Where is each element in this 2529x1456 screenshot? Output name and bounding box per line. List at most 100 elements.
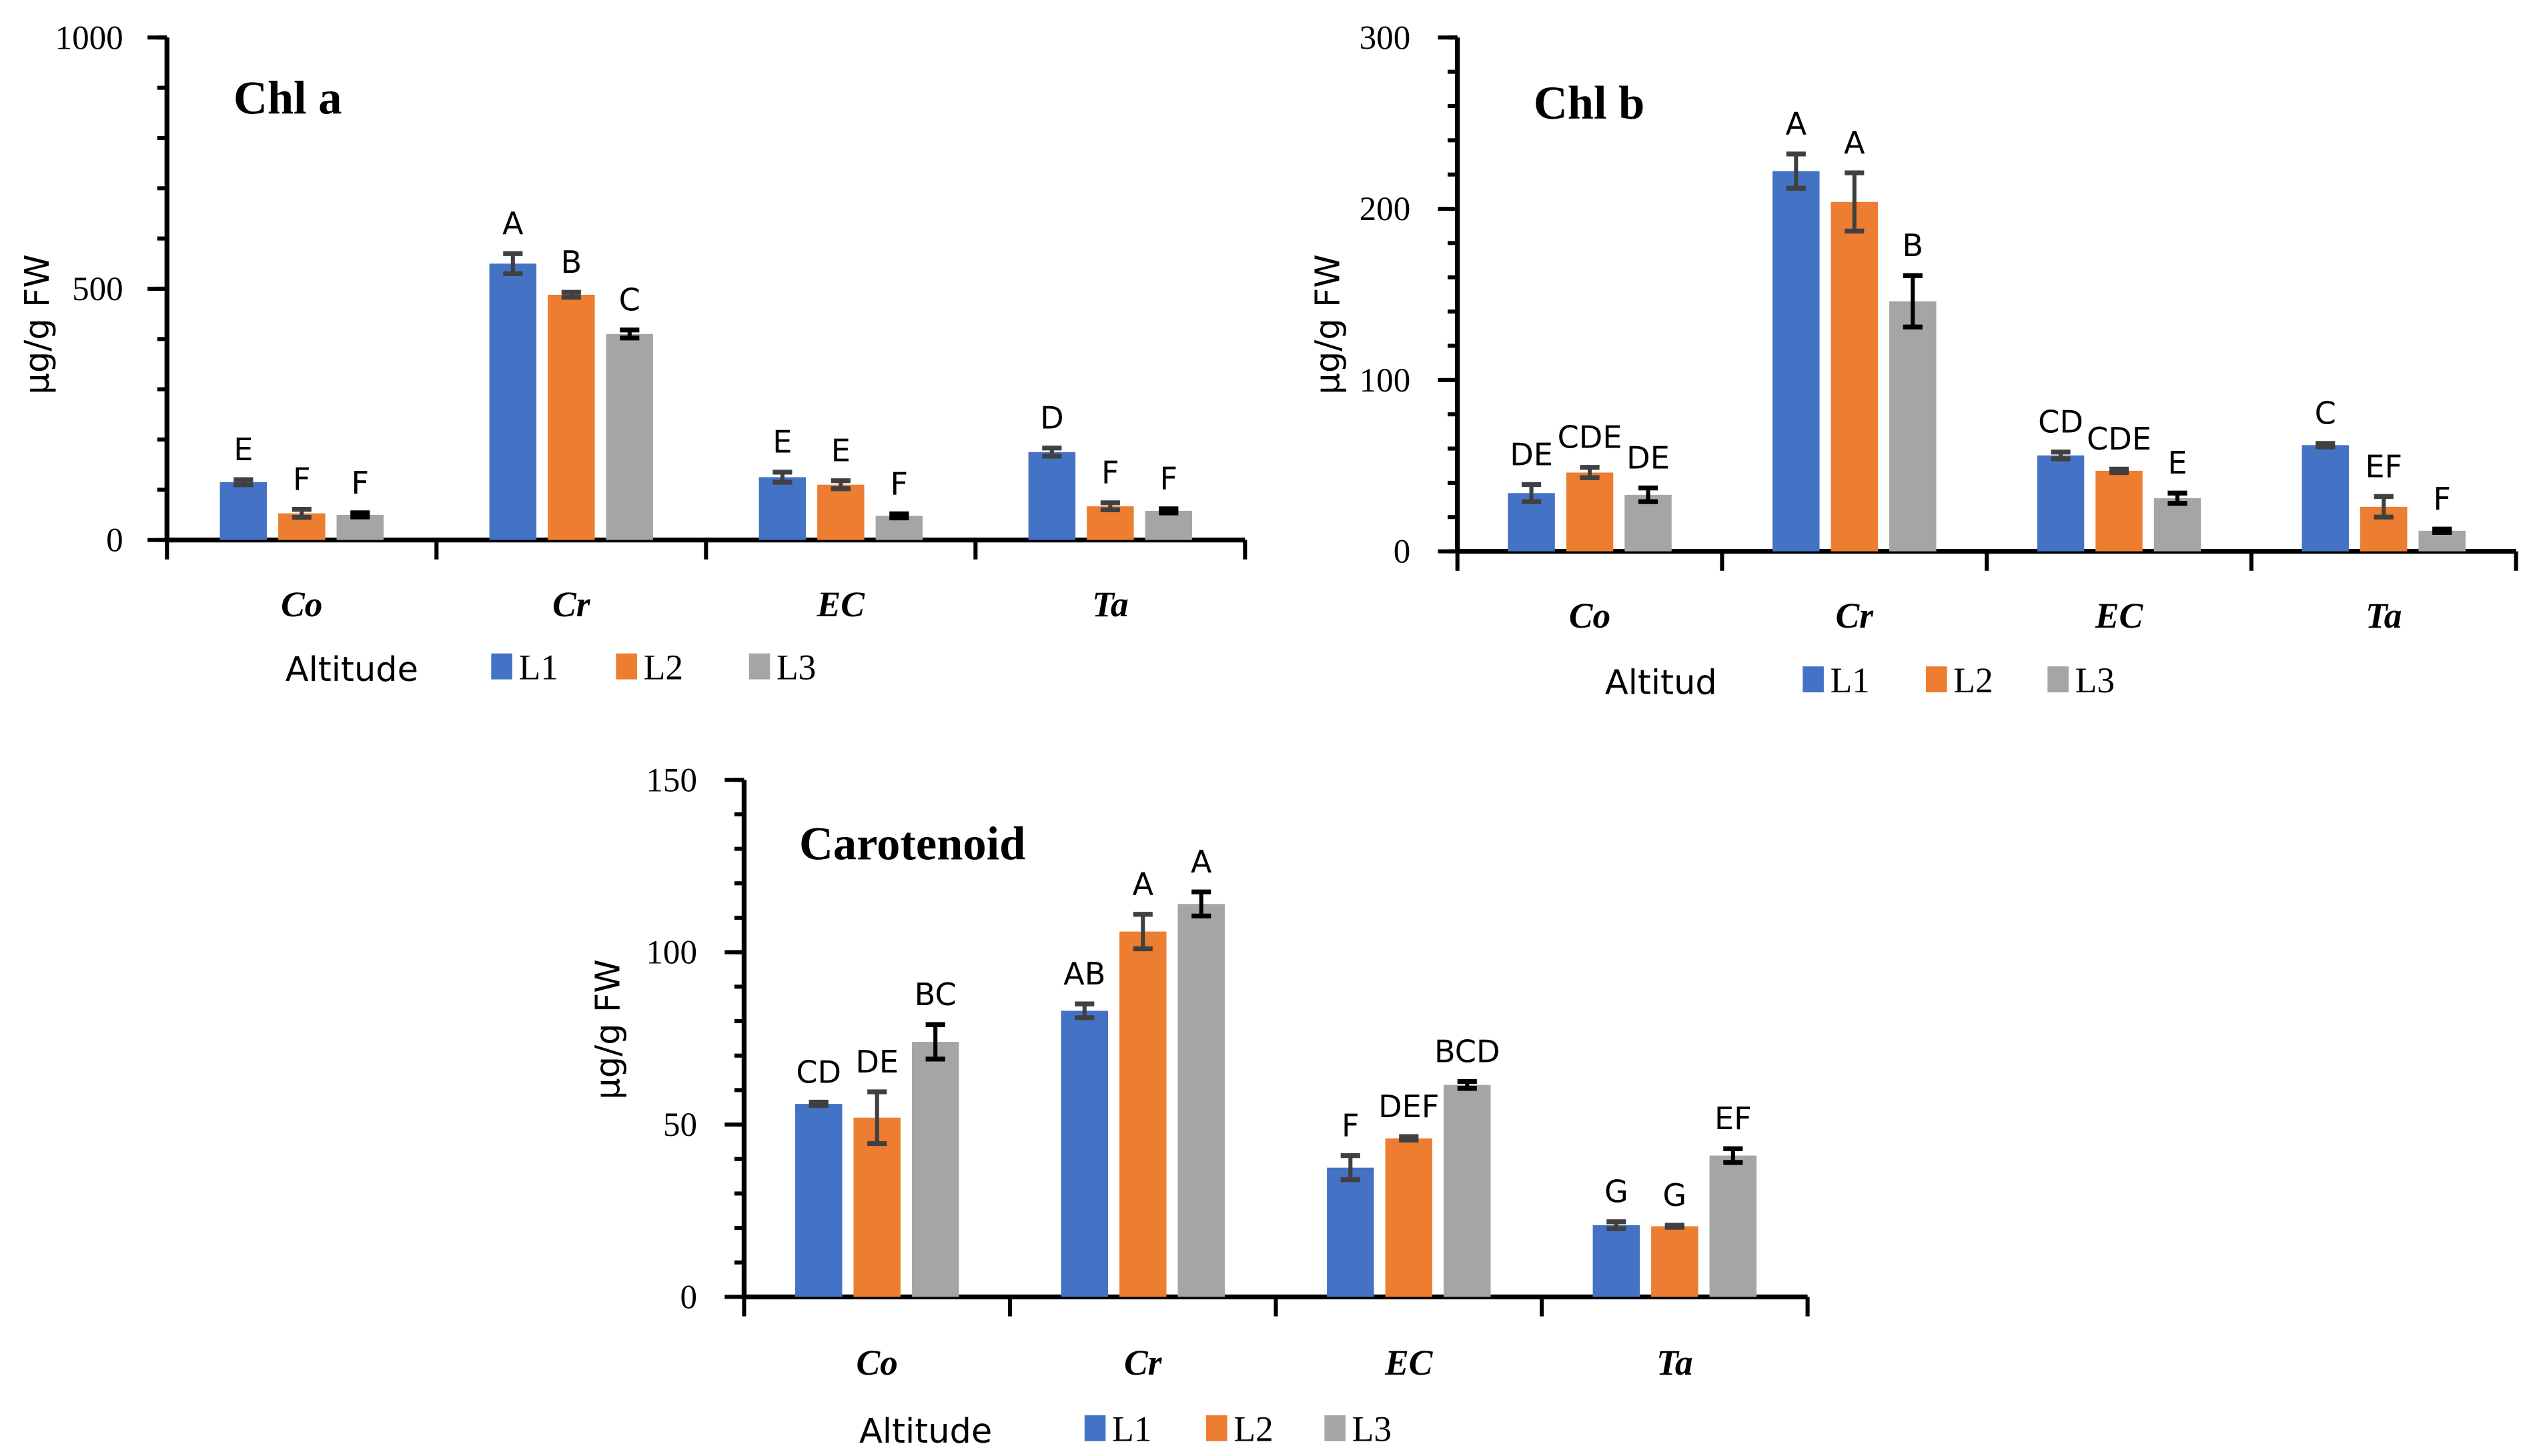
- bar-l1: [2302, 445, 2349, 552]
- significance-label: DE: [855, 1044, 899, 1080]
- significance-label: F: [352, 465, 370, 501]
- x-tick-label: EC: [2095, 596, 2144, 636]
- legend-label: L3: [1352, 1409, 1392, 1449]
- x-tick-label: Ta: [2366, 596, 2402, 636]
- bar-l2: [548, 294, 595, 540]
- bar-l1: [489, 263, 537, 540]
- significance-label: C: [619, 282, 640, 318]
- x-tick-label: Cr: [552, 584, 591, 624]
- y-tick-label: 100: [1360, 362, 1411, 400]
- significance-label: CD: [2038, 404, 2083, 440]
- bar-l2: [1119, 931, 1167, 1297]
- legend-swatch-l1: [491, 653, 512, 680]
- significance-label: G: [1662, 1177, 1686, 1213]
- bar-l1: [2037, 455, 2085, 552]
- legend-label: L1: [519, 648, 558, 688]
- bar-l1: [1327, 1167, 1374, 1297]
- legend-swatch-l2: [1925, 666, 1947, 693]
- y-tick-label: 0: [680, 1279, 697, 1316]
- y-tick-label: 500: [72, 271, 123, 308]
- significance-label: E: [2167, 445, 2187, 481]
- significance-label: F: [1101, 455, 1119, 491]
- legend-title: Altitude: [859, 1412, 992, 1451]
- legend-swatch-l3: [1324, 1415, 1346, 1441]
- chart-carotenoid: Carotenoid µg/g FW 0 50 100 150 Co CD DE BC Cr AB A A…: [588, 762, 1810, 1451]
- y-axis-label: µg/g FW: [588, 959, 628, 1099]
- bar-l3: [1444, 1084, 1491, 1297]
- significance-label: E: [831, 433, 851, 469]
- chart-title: Chl b: [1534, 77, 1644, 129]
- y-tick-label: 100: [646, 934, 697, 972]
- significance-label: DE: [1626, 440, 1670, 476]
- significance-label: A: [1132, 866, 1153, 902]
- legend-title: Altitude: [286, 650, 418, 690]
- bar-l1: [1028, 452, 1076, 540]
- bar-l1: [1061, 1010, 1108, 1297]
- legend-title: Altitud: [1605, 663, 1717, 702]
- x-tick-label: Co: [281, 584, 322, 624]
- x-tick-label: Ta: [1656, 1343, 1692, 1383]
- legend-swatch-l3: [2047, 666, 2069, 693]
- bar-l1: [795, 1104, 843, 1297]
- legend-swatch-l3: [748, 653, 771, 680]
- significance-label: A: [1844, 125, 1865, 161]
- bar-l2: [1831, 201, 1878, 552]
- x-tick-label: Co: [857, 1343, 898, 1383]
- significance-label: BC: [915, 976, 957, 1012]
- significance-label: F: [891, 466, 909, 502]
- y-tick-label: 300: [1360, 19, 1411, 57]
- legend-label: L3: [777, 648, 816, 688]
- significance-label: F: [1160, 461, 1178, 497]
- significance-label: G: [1604, 1174, 1628, 1210]
- y-axis-label: µg/g FW: [1308, 254, 1348, 394]
- significance-label: D: [1040, 400, 1064, 436]
- legend-swatch-l2: [1206, 1415, 1227, 1441]
- significance-label: B: [560, 244, 582, 280]
- y-tick-label: 200: [1360, 191, 1411, 228]
- bar-l3: [1889, 301, 1937, 552]
- bar-l2: [2095, 470, 2143, 552]
- bar-l2: [853, 1117, 901, 1297]
- significance-label: E: [773, 424, 792, 460]
- x-tick-label: Cr: [1124, 1343, 1163, 1383]
- x-tick-label: EC: [817, 584, 866, 624]
- chart-title: Carotenoid: [799, 818, 1025, 870]
- significance-label: DEF: [1378, 1088, 1439, 1125]
- bar-l1: [219, 482, 268, 540]
- legend-label: L2: [1953, 660, 1993, 700]
- significance-label: A: [502, 205, 524, 241]
- legend-label: L1: [1112, 1409, 1151, 1449]
- legend-label: L2: [644, 648, 683, 688]
- significance-label: C: [2315, 396, 2336, 432]
- significance-label: F: [293, 461, 311, 497]
- significance-label: A: [1785, 106, 1807, 142]
- bar-l1: [1592, 1225, 1640, 1297]
- significance-label: CDE: [1558, 420, 1622, 456]
- significance-label: F: [1342, 1107, 1360, 1143]
- significance-label: BCD: [1434, 1033, 1500, 1069]
- significance-label: CD: [796, 1054, 841, 1090]
- bar-l3: [1145, 510, 1193, 540]
- significance-label: E: [233, 432, 253, 468]
- bar-l3: [1709, 1155, 1757, 1297]
- significance-label: AB: [1063, 956, 1105, 992]
- significance-label: CDE: [2087, 421, 2151, 457]
- y-tick-label: 50: [663, 1107, 697, 1144]
- significance-label: A: [1191, 844, 1212, 880]
- chart-title: Chl a: [233, 72, 342, 124]
- x-tick-label: Ta: [1092, 584, 1128, 624]
- bar-l3: [1624, 494, 1672, 552]
- legend-label: L1: [1831, 660, 1870, 700]
- bar-l2: [1385, 1138, 1433, 1297]
- bar-l2: [1566, 472, 1614, 552]
- x-tick-label: EC: [1384, 1343, 1434, 1383]
- y-axis-label: µg/g FW: [18, 254, 57, 394]
- significance-label: EF: [1714, 1101, 1752, 1137]
- bar-l3: [2153, 498, 2201, 552]
- bar-l1: [758, 477, 807, 540]
- legend-label: L2: [1233, 1409, 1273, 1449]
- significance-label: B: [1902, 227, 1923, 263]
- legend-swatch-l1: [1803, 666, 1824, 693]
